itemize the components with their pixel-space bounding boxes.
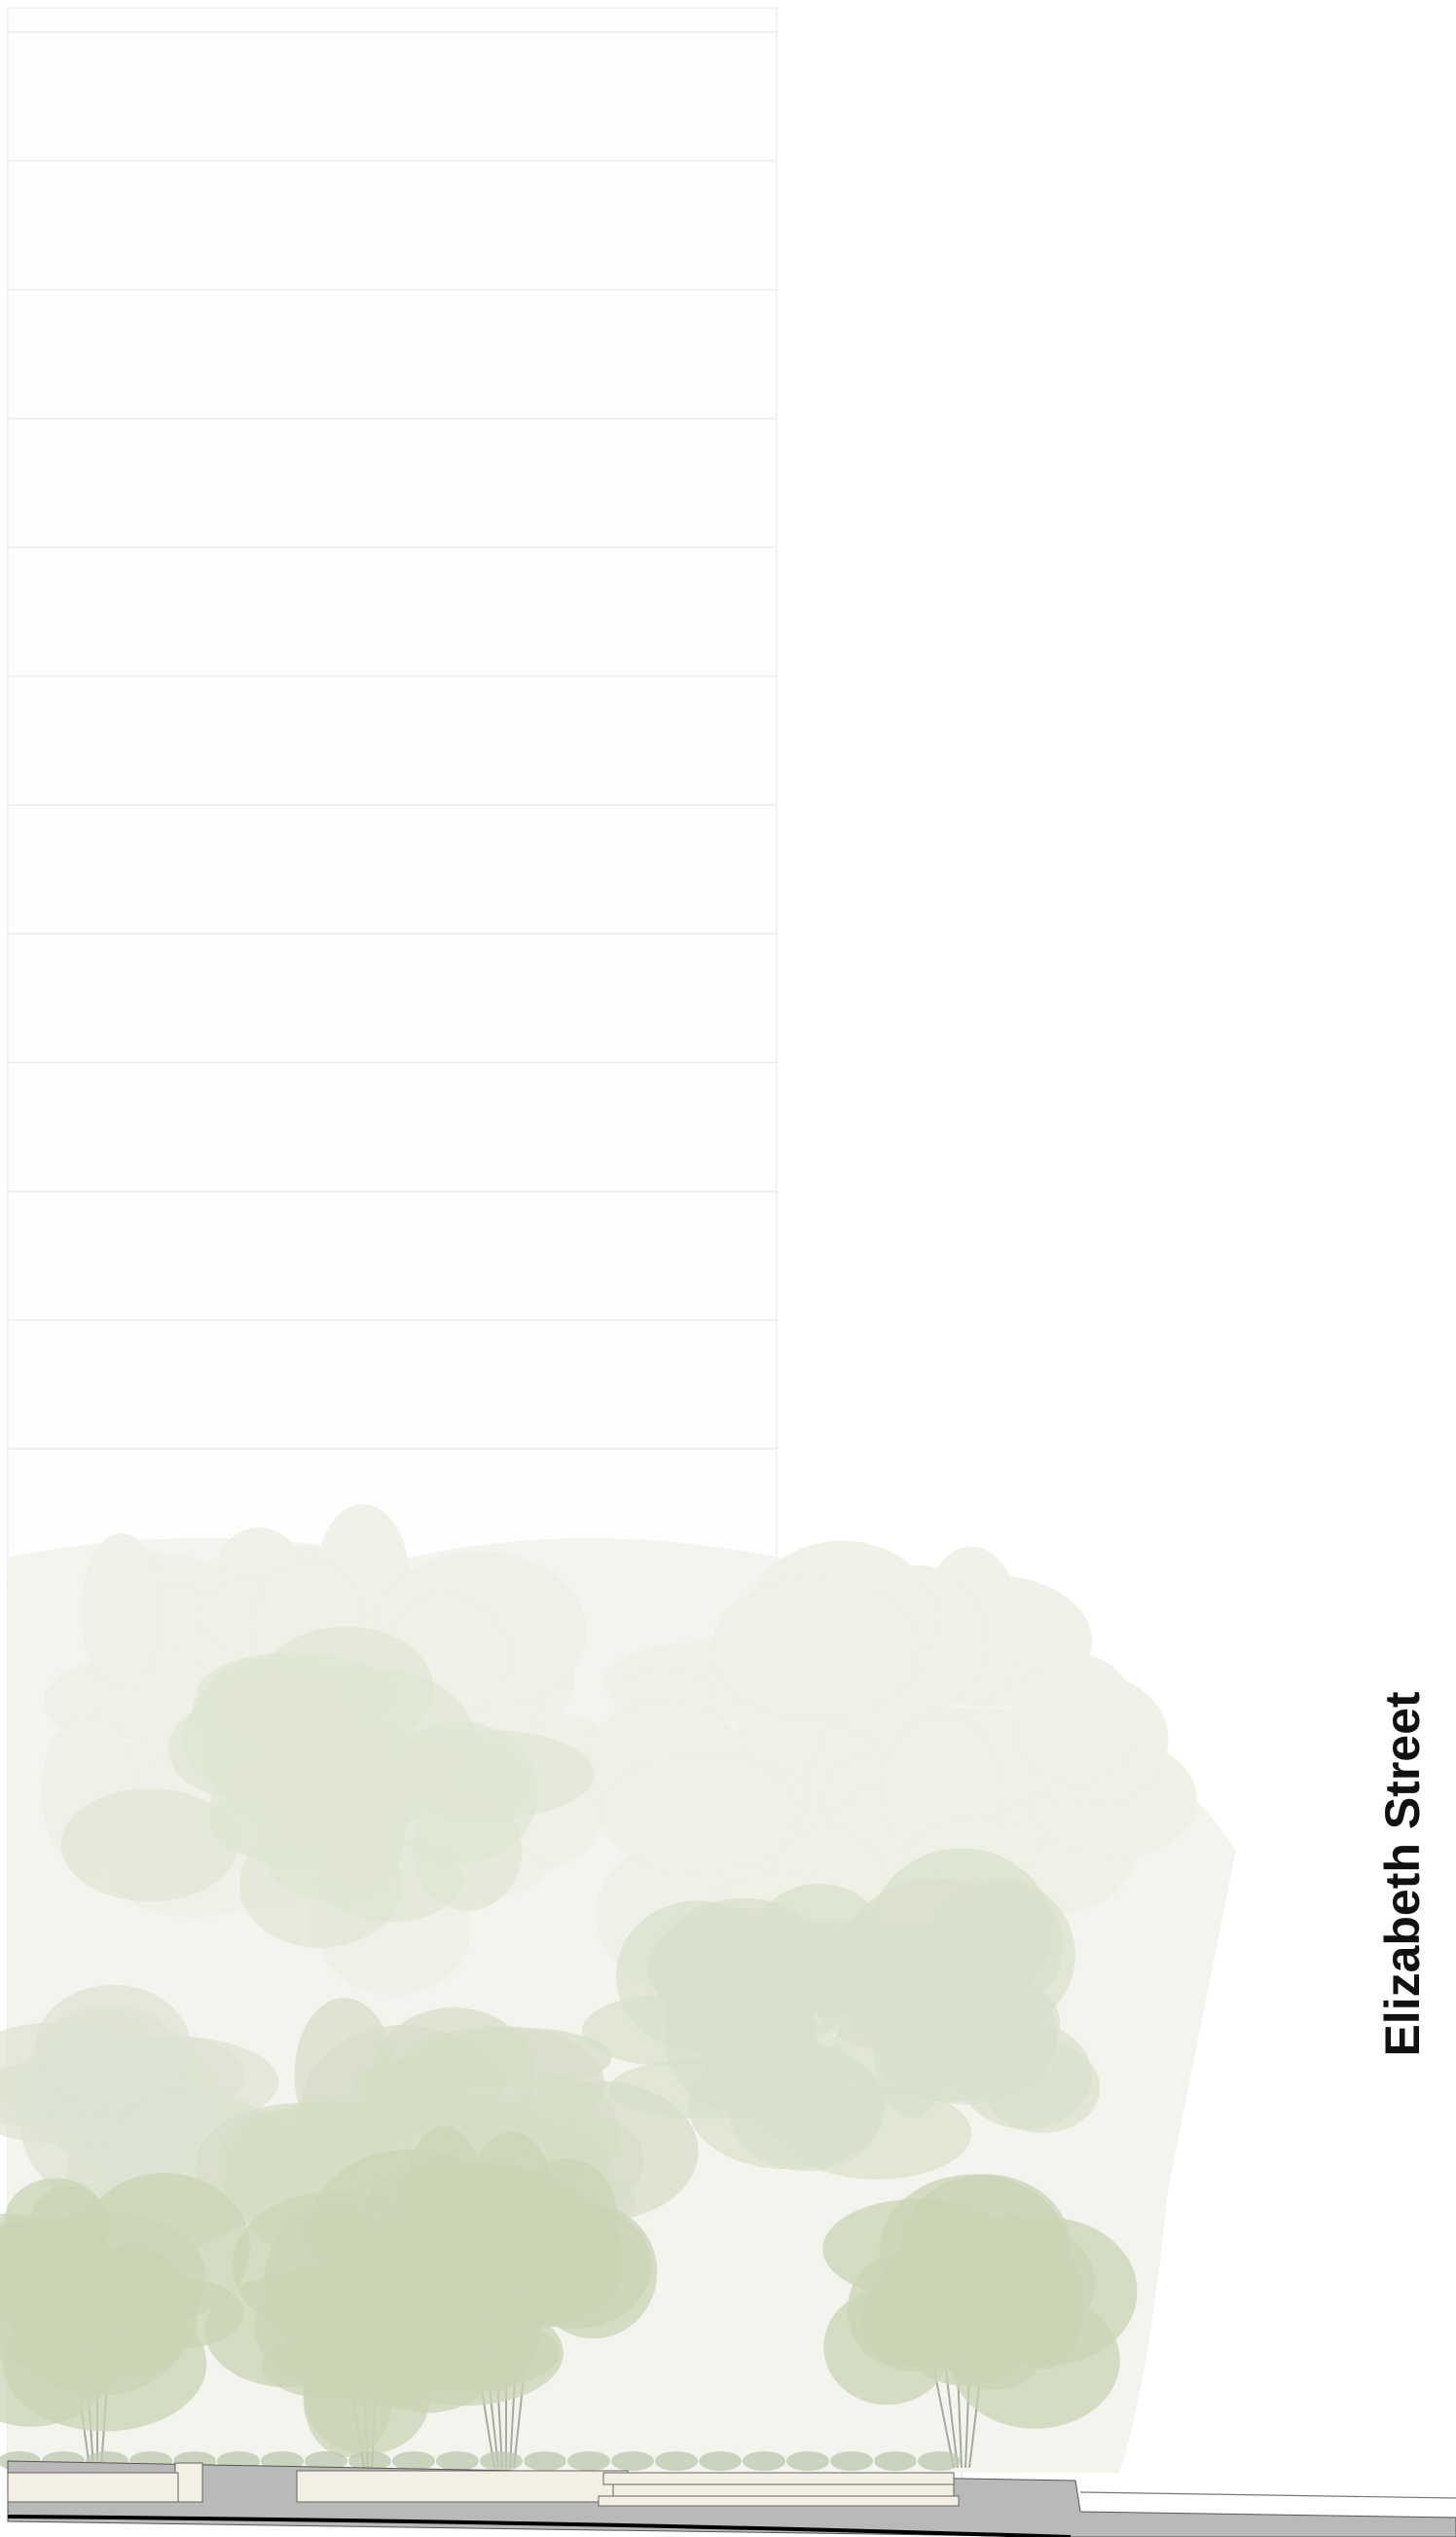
steps [603,2473,954,2484]
shrub [743,2451,785,2471]
shrub [786,2451,829,2471]
shrub [655,2451,698,2471]
canopy-blob [711,1576,920,1719]
shrub [567,2451,610,2471]
tree-crown [61,1788,238,1901]
tree-crown [168,1699,320,1799]
shrub [392,2451,435,2471]
body: Elizabeth Street (() => { const data = J… [0,0,1456,2537]
canopy-blob [1013,1653,1137,1784]
building-facade [8,8,777,1585]
street-label: Elizabeth Street [1375,1691,1430,2056]
shrub [830,2451,873,2471]
canopy-blob [601,1754,797,1873]
tree-crown [28,2186,107,2276]
tree-crown [304,1699,390,1835]
planter-wall [297,2471,628,2502]
tree-crown [35,1985,191,2110]
shrub [874,2451,917,2471]
shrub [480,2451,523,2471]
shrub [611,2451,654,2471]
tree-crown [386,1730,595,1818]
steps [613,2484,954,2496]
planter-wall [175,2463,202,2502]
tree-crown [880,2021,1017,2101]
page: Section {"street_label": "Elizabeth Stre… [0,0,1456,2537]
tree-crown [210,1788,297,1856]
tree-crown [305,2340,430,2454]
shrub [436,2451,479,2471]
section-drawing: Elizabeth Street [0,0,1456,2537]
tree-crown [949,2329,1040,2390]
canopy-blob [81,1533,162,1688]
shrub [918,2451,961,2471]
shrub [699,2451,742,2471]
tree-crown [957,1887,1063,2005]
steps [599,2496,959,2506]
tree-crown [954,2250,1082,2311]
planter-wall [8,2473,178,2502]
shrub [524,2451,566,2471]
tree-crown [391,2026,604,2143]
